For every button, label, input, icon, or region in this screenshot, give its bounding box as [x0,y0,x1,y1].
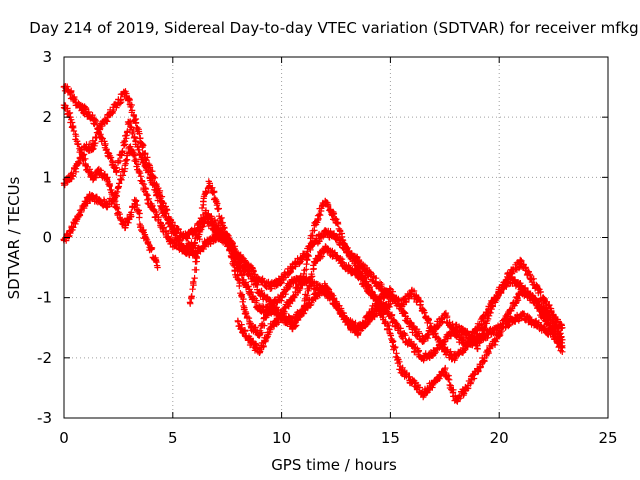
x-tick-label: 25 [598,429,617,447]
series-day-5 [186,178,394,339]
x-tick-label: 20 [490,429,509,447]
y-axis-label: SDTVAR / TECUs [5,176,23,299]
y-tick-label: -3 [37,409,52,427]
y-tick-label: -2 [37,349,52,367]
y-tick-label: 1 [42,168,52,186]
x-tick-label: 15 [381,429,400,447]
x-axis-label: GPS time / hours [271,456,397,474]
x-tick-label: 0 [59,429,69,447]
y-tick-label: -1 [37,289,52,307]
x-tick-label: 5 [168,429,178,447]
axis-ticks: 0 5 10 15 20 25 -3 -2 -1 0 1 2 3 [37,48,618,447]
chart-title: Day 214 of 2019, Sidereal Day-to-day VTE… [29,19,638,37]
series-marker-trail [186,178,393,339]
y-tick-label: 3 [42,48,52,66]
y-tick-label: 2 [42,108,52,126]
y-tick-label: 0 [42,229,52,247]
x-tick-label: 10 [272,429,291,447]
